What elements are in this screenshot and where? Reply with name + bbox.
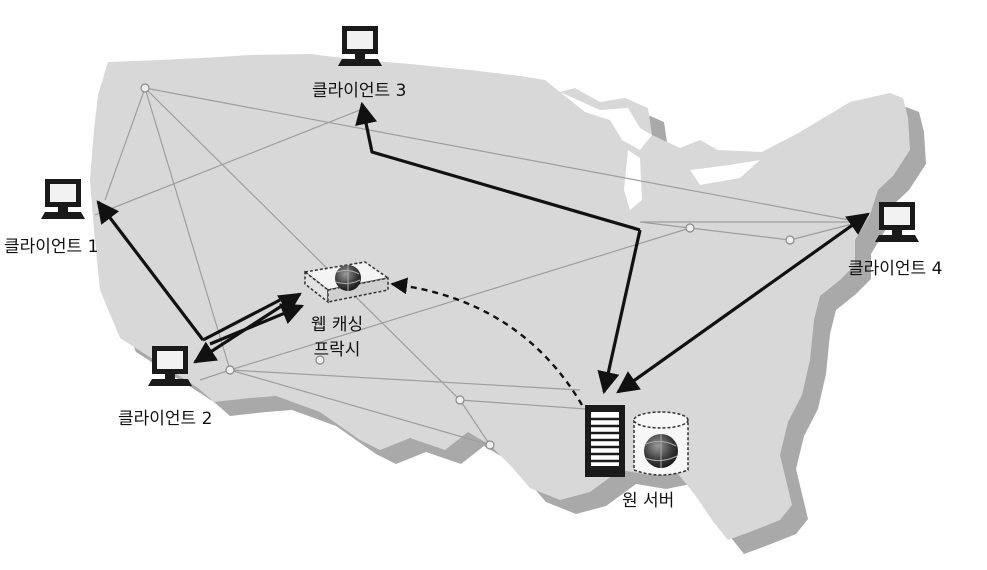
client-4: 클라이언트 4 — [848, 202, 942, 279]
traffic-arrows — [96, 101, 870, 406]
client-4-label: 클라이언트 4 — [848, 259, 942, 279]
computer-monitor-icon — [338, 26, 382, 66]
arrow-server-client4 — [616, 212, 870, 394]
proxy-label-line1: 웹 캐싱 — [311, 315, 363, 335]
client-3: 클라이언트 3 — [312, 26, 406, 101]
arrow-client2-to-proxy-b — [209, 303, 305, 346]
client-3-label: 클라이언트 3 — [312, 81, 406, 101]
origin-server-label: 원 서버 — [622, 491, 674, 511]
us-map — [90, 54, 926, 554]
computer-monitor-icon — [148, 346, 192, 386]
computer-monitor-icon — [875, 202, 919, 242]
database-cylinder-icon — [633, 411, 689, 476]
computer-monitor-icon — [41, 179, 85, 219]
proxy-label-line2: 프락시 — [314, 340, 361, 360]
client-2: 클라이언트 2 — [118, 346, 212, 429]
arrow-server-to-client3 — [355, 101, 641, 232]
dashed-arrow-server-to-proxy — [390, 277, 584, 406]
client-2-label: 클라이언트 2 — [118, 409, 212, 429]
client-1-label: 클라이언트 1 — [4, 237, 98, 257]
client-1: 클라이언트 1 — [4, 179, 98, 257]
great-lakes — [560, 92, 652, 150]
origin-server: 원 서버 — [585, 405, 689, 511]
lake-erie — [690, 160, 760, 185]
cache-proxy-box-icon — [303, 261, 390, 304]
arrow-client2-to-client1 — [96, 200, 205, 341]
web-caching-proxy: 웹 캐싱 프락시 — [303, 261, 390, 360]
server-tower-icon — [585, 405, 625, 477]
